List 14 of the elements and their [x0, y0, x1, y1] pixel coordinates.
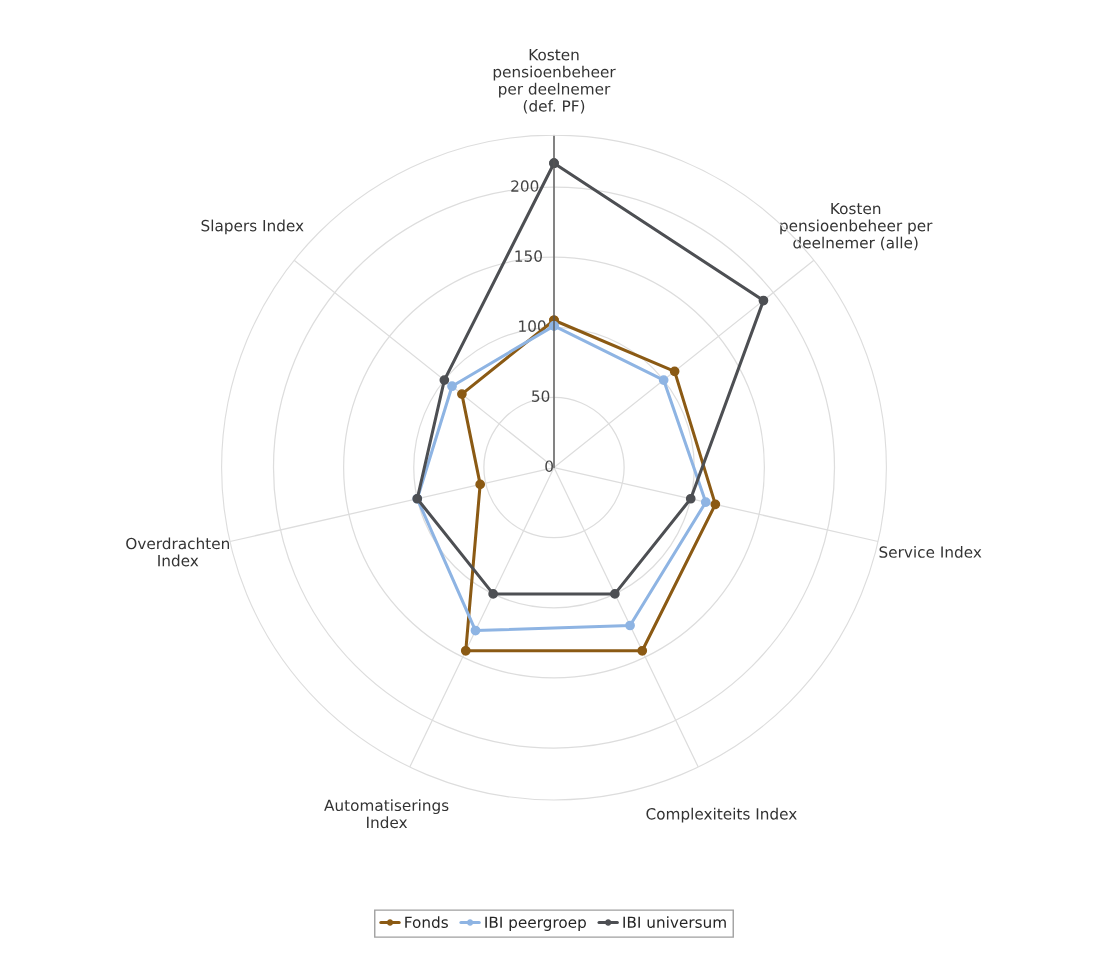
spoke-label: Automatiserings Index	[324, 799, 449, 829]
y-tick-label: 200	[511, 180, 539, 192]
spoke-label: Kosten pensioenbeheer per deelnemer (def. PF)	[493, 49, 616, 114]
y-tick-label: 150	[515, 250, 542, 262]
spoke-label: Service Index	[879, 546, 982, 558]
y-tick-label: 50	[532, 390, 550, 402]
spoke-label: Slapers Index	[201, 219, 304, 235]
spoke-label: Complexiteits Index	[646, 807, 797, 823]
y-tick-label: 0	[545, 460, 553, 472]
legend-label: IBI peergroep	[485, 916, 586, 931]
spoke-label: Overdrachten Index	[126, 537, 229, 567]
legend-label: IBI universum	[623, 916, 726, 929]
spoke-label: Kosten pensioenbeheer per deelnemer (alle)	[780, 202, 933, 251]
legend-label: Fonds	[405, 916, 448, 929]
